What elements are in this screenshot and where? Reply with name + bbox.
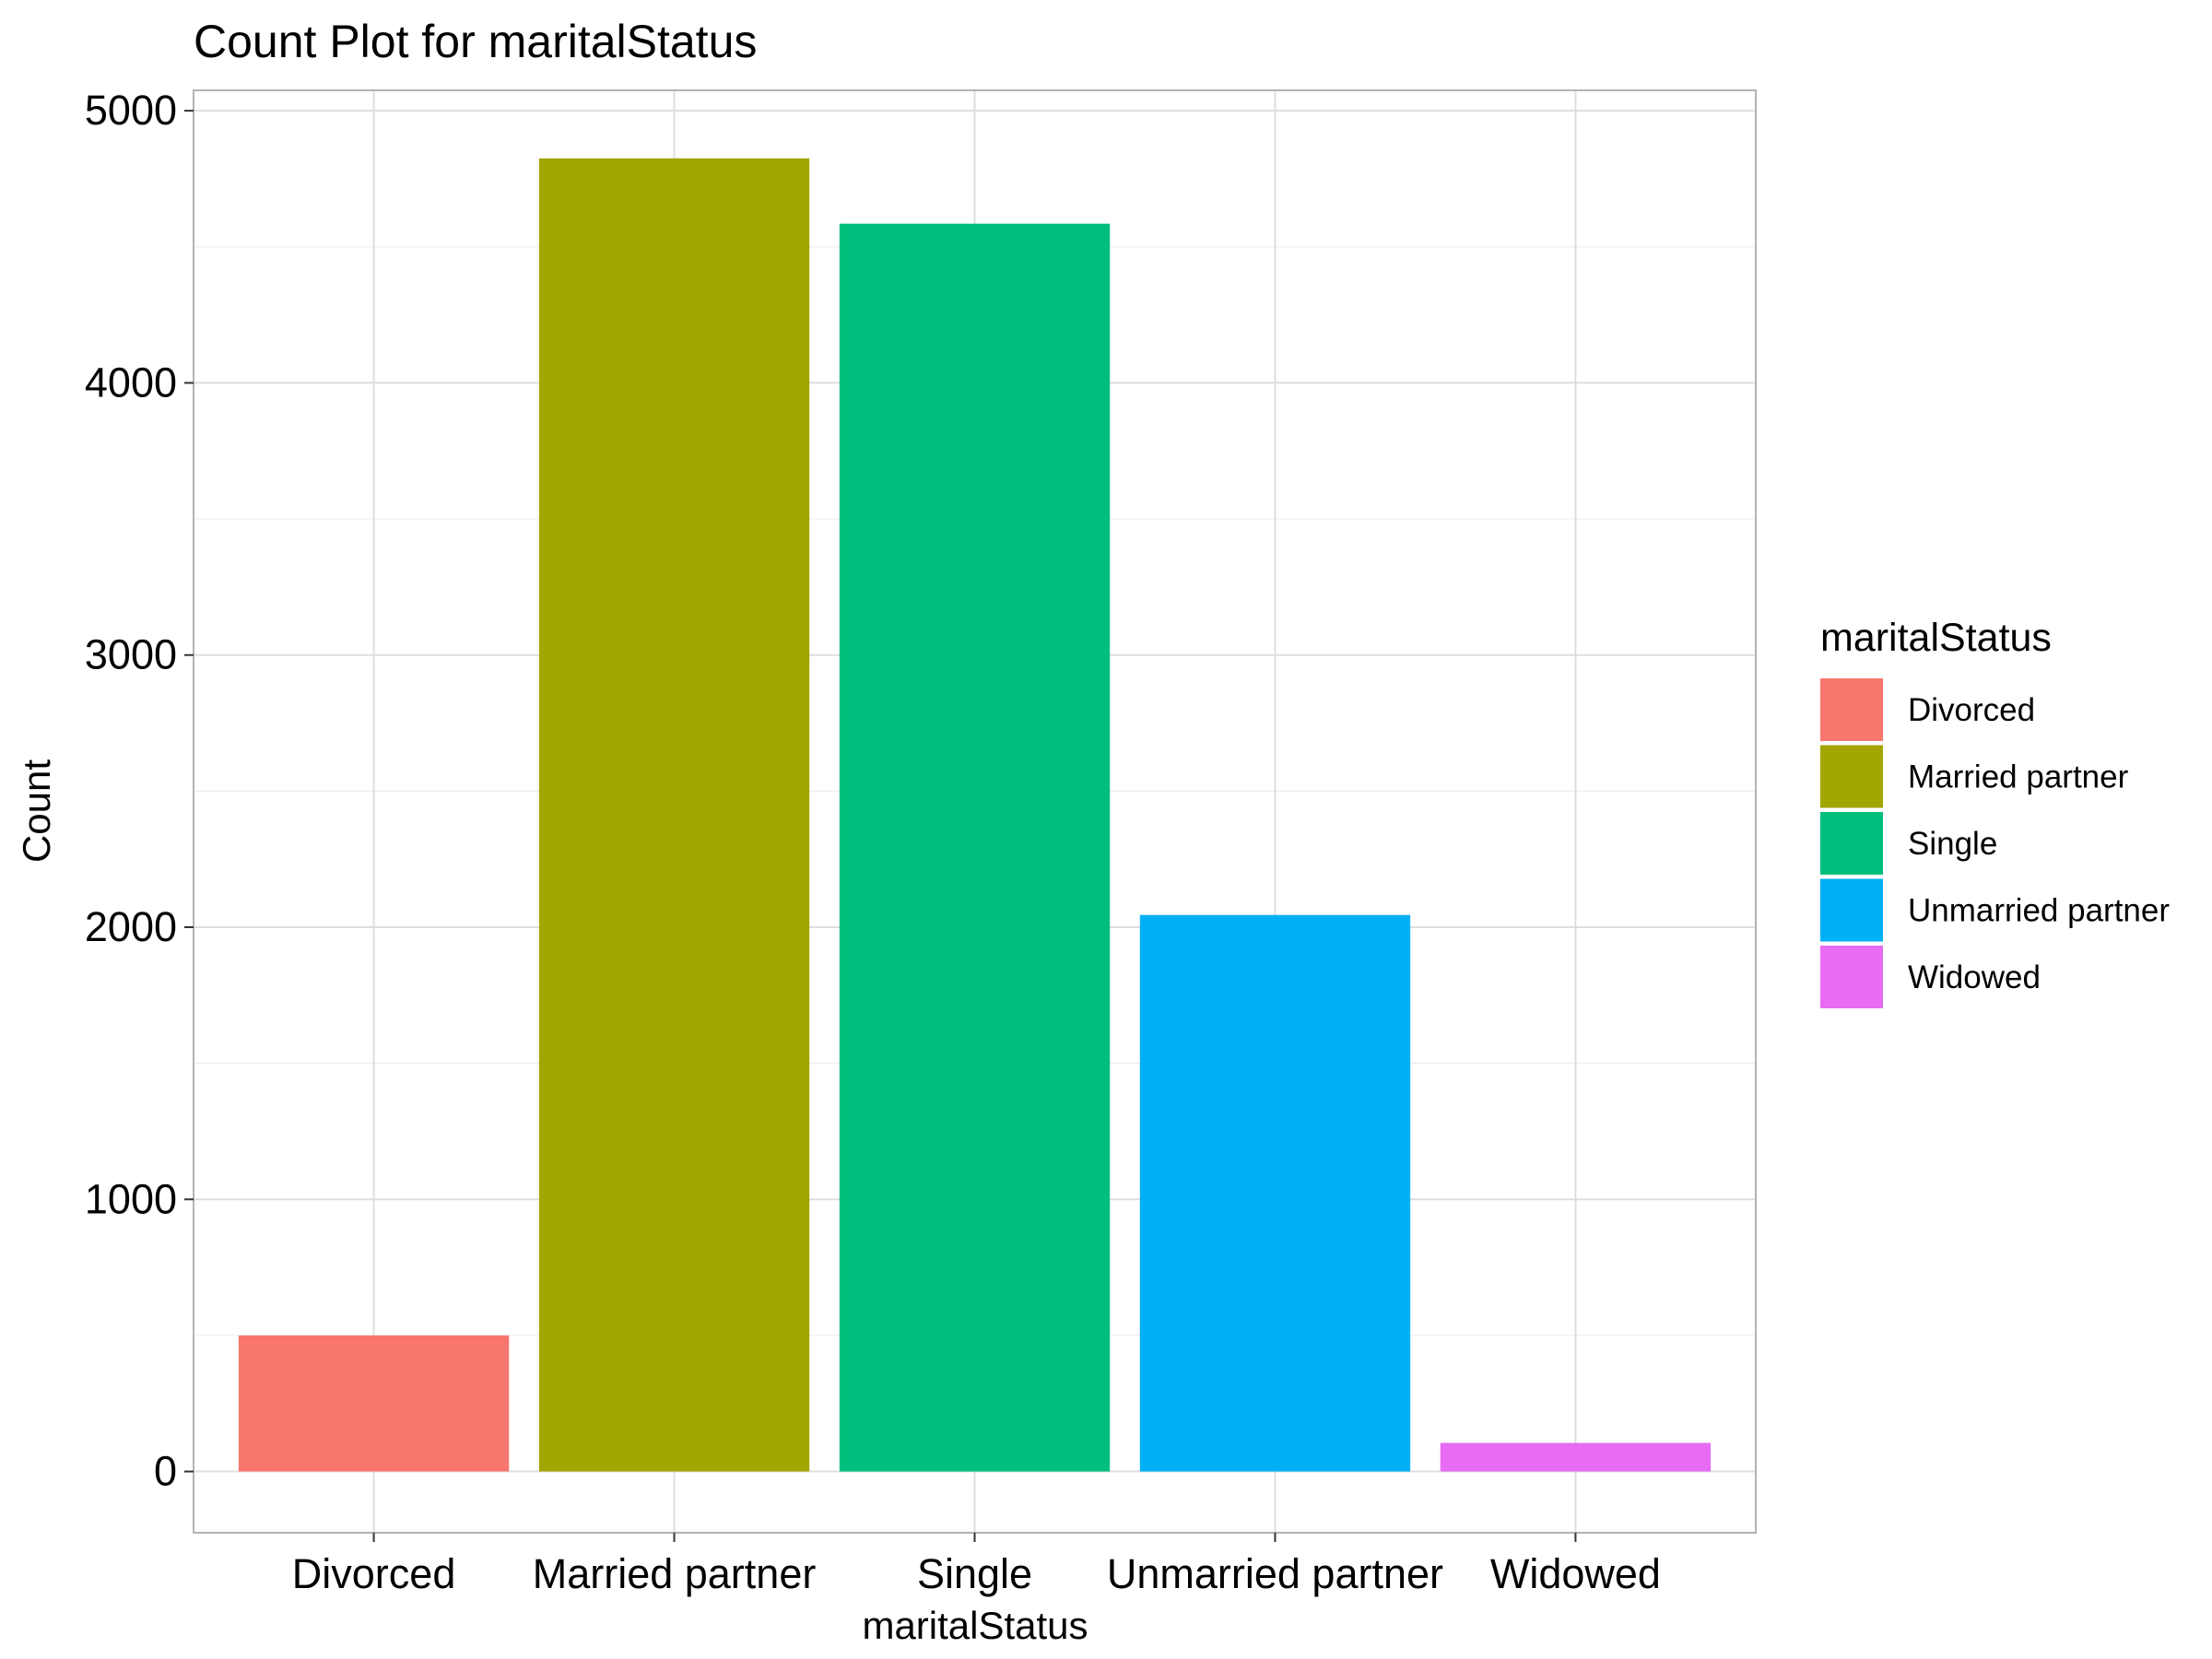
legend-key — [1820, 878, 1883, 942]
x-tick-label: Single — [917, 1550, 1032, 1597]
legend: maritalStatus Divorced Married partner Sin… — [1820, 616, 2170, 1008]
bar — [1440, 1442, 1712, 1472]
bars — [238, 158, 1712, 1472]
bar — [839, 223, 1111, 1472]
x-axis: Divorced Married partner Single Unmarried p… — [292, 1533, 1661, 1597]
x-tick-label: Widowed — [1490, 1550, 1661, 1597]
y-tick-label: 0 — [154, 1448, 177, 1495]
y-axis: 0 1000 2000 3000 4000 5000 — [85, 87, 194, 1495]
y-tick-label: 3000 — [85, 631, 177, 678]
y-tick-label: 1000 — [85, 1175, 177, 1222]
x-tick-label: Divorced — [292, 1550, 456, 1597]
bar — [538, 158, 810, 1472]
legend-label: Unmarried partner — [1908, 893, 2170, 929]
legend-label: Married partner — [1908, 759, 2129, 795]
x-tick-label: Unmarried partner — [1107, 1550, 1443, 1597]
bar — [238, 1335, 510, 1472]
y-tick-label: 5000 — [85, 87, 177, 134]
chart-title: Count Plot for maritalStatus — [194, 16, 757, 67]
legend-key — [1820, 678, 1883, 741]
legend-key — [1820, 745, 1883, 808]
y-tick-label: 4000 — [85, 359, 177, 406]
legend-label: Single — [1908, 826, 1997, 862]
legend-entries: Divorced Married partner Single Unmarried p… — [1820, 678, 2170, 1008]
x-axis-title: maritalStatus — [862, 1604, 1088, 1647]
legend-title: maritalStatus — [1820, 616, 2052, 660]
bar — [1139, 914, 1411, 1472]
x-tick-label: Married partner — [533, 1550, 817, 1597]
legend-label: Divorced — [1908, 692, 2035, 728]
legend-key — [1820, 946, 1883, 1008]
legend-label: Widowed — [1908, 959, 2041, 995]
legend-key — [1820, 812, 1883, 875]
y-axis-title: Count — [15, 759, 58, 863]
y-tick-label: 2000 — [85, 903, 177, 950]
plot-panel — [193, 89, 1757, 1534]
